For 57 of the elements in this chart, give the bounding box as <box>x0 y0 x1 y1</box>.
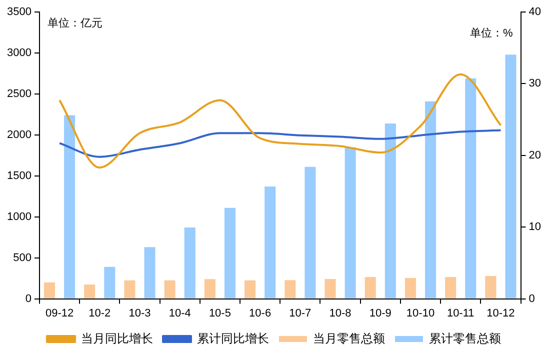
y2-tick-label: 30 <box>528 78 542 90</box>
bar <box>284 280 296 298</box>
bar <box>505 54 516 298</box>
x-tick-label: 10-10 <box>406 307 435 320</box>
bar <box>224 208 236 298</box>
bar <box>344 147 356 298</box>
legend-label: 累计同比增长 <box>197 331 269 346</box>
legend-label: 当月同比增长 <box>81 331 153 346</box>
x-tick-label: 10-8 <box>329 307 352 320</box>
y-tick-label: 3000 <box>6 47 32 60</box>
bar <box>404 278 416 298</box>
bar <box>144 247 156 298</box>
y2-tick-label: 10 <box>528 221 542 234</box>
bar <box>244 280 256 298</box>
y-tick-label: 500 <box>13 252 32 264</box>
x-tick-label: 10-9 <box>369 307 392 320</box>
y-tick-label: 3500 <box>6 6 32 18</box>
bar <box>364 277 376 298</box>
annotation: 单位：亿元 <box>47 16 102 30</box>
line-series <box>58 73 502 169</box>
x-tick-label: 10-6 <box>249 307 272 320</box>
y2-tick-label: 20 <box>528 149 542 162</box>
x-tick-label: 10-11 <box>446 307 474 320</box>
bar <box>485 276 496 298</box>
bar <box>84 284 96 298</box>
bar <box>324 279 336 298</box>
bar <box>264 186 276 298</box>
x-tick-label: 10-7 <box>289 307 312 320</box>
bar <box>384 123 396 298</box>
bar <box>304 166 316 298</box>
legend-label: 当月零售总额 <box>313 331 385 346</box>
y-tick-label: 0 <box>25 292 32 305</box>
bar <box>124 280 136 298</box>
annotation: 单位：% <box>470 26 513 40</box>
bar <box>164 280 176 298</box>
bar <box>44 282 56 298</box>
bar <box>64 115 76 298</box>
bar <box>184 228 196 298</box>
x-tick-label: 10-4 <box>168 307 191 320</box>
y-tick-label: 1000 <box>6 210 32 223</box>
bar <box>465 78 476 298</box>
y2-tick-label: 40 <box>528 6 542 18</box>
y2-tick-label: 0 <box>528 292 535 305</box>
bar <box>204 279 216 298</box>
x-tick-label: 10-12 <box>486 307 515 320</box>
bar <box>104 266 116 298</box>
y-tick-label: 2000 <box>6 128 32 141</box>
legend-label: 累计零售总额 <box>429 331 501 346</box>
x-tick-label: 10-5 <box>208 307 231 320</box>
line-series <box>58 129 502 158</box>
bar <box>425 101 436 298</box>
x-tick-label: 09-12 <box>45 307 74 320</box>
bar <box>445 277 456 298</box>
y-tick-label: 2500 <box>6 88 32 100</box>
x-tick-label: 10-2 <box>88 307 111 320</box>
y-tick-label: 1500 <box>6 170 32 182</box>
x-tick-label: 10-3 <box>128 307 151 320</box>
